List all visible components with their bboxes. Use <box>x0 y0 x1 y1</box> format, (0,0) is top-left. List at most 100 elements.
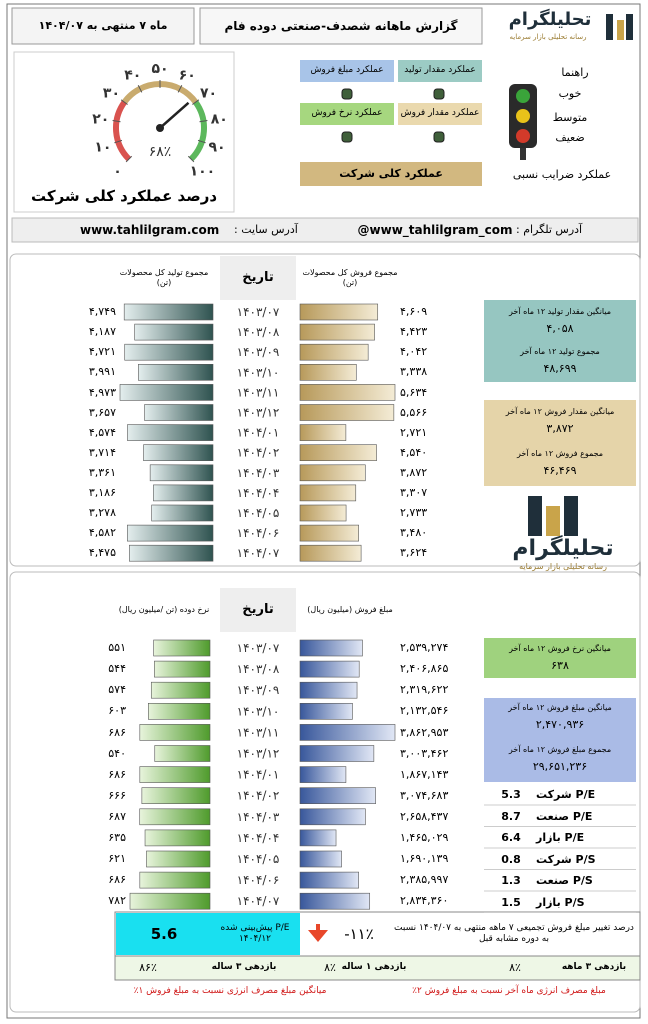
legend-cell <box>398 103 482 125</box>
bar <box>129 544 214 562</box>
bar <box>299 639 363 657</box>
bar <box>299 504 347 522</box>
gauge-value: ۶۸٪ <box>149 144 172 160</box>
ratio-label: P/E بازار <box>536 831 585 845</box>
date-cell: ۱۴۰۳/۱۰ <box>237 365 280 379</box>
change-value: -۱۱٪ <box>344 924 374 943</box>
bar <box>299 681 358 699</box>
value-cell: ۶۲۱ <box>108 852 126 866</box>
ratio-value: 1.5 <box>501 895 521 909</box>
legend-level: متوسط <box>552 111 588 125</box>
gauge-tick <box>112 119 121 123</box>
value-cell: ۳,۳۶۱ <box>88 465 116 479</box>
report-title: گزارش ماهانه شصدف-صنعتی دوده فام <box>224 18 458 33</box>
gauge-tick <box>120 99 128 105</box>
ratio-value: 0.8 <box>501 852 521 866</box>
bar <box>299 404 395 421</box>
value-cell: ۴,۰۴۲ <box>400 345 428 359</box>
forecast-label: P/E پیش‌بینی شده ۱۴۰۴/۱۲ <box>220 922 290 944</box>
energy-note: میانگین مبلغ مصرف انرژی نسبت به مبلغ فرو… <box>133 986 327 997</box>
value-cell: ۲,۷۳۳ <box>400 506 428 520</box>
date-cell: ۱۴۰۴/۰۷ <box>237 894 280 908</box>
summary-box <box>484 300 636 382</box>
value-cell: ۵۴۴ <box>108 662 126 676</box>
value-cell: ۶۳۵ <box>108 831 126 845</box>
bar <box>299 850 342 868</box>
gauge-tick <box>137 85 143 93</box>
big-tagline: رسانه تحلیلی بازار سرمایه <box>519 562 607 571</box>
contact-telegram: @www_tahlilgram_com <box>357 222 513 237</box>
summary-label: میانگین مقدار تولید ۱۲ ماه آخر <box>508 307 612 316</box>
section-frame <box>9 571 641 1013</box>
bar <box>129 892 211 910</box>
bar <box>127 424 214 441</box>
gauge-tick-label: ۷۰ <box>200 86 217 102</box>
value-cell: ۲,۶۵۸,۴۳۷ <box>400 809 449 823</box>
value-cell: ۳,۷۱۴ <box>88 445 116 459</box>
date-cell: ۱۴۰۴/۰۳ <box>237 466 280 480</box>
value-cell: ۵۵۱ <box>108 641 126 655</box>
ratio-value: 6.4 <box>501 831 521 845</box>
report-period: ماه ۷ منتهی به ۱۴۰۴/۰۷ <box>38 19 168 33</box>
bar <box>154 660 211 678</box>
value-cell: ۵۷۴ <box>108 683 126 697</box>
legend-ratios: عملکرد ضرایب نسبی <box>512 168 612 182</box>
value-cell: ۱,۶۹۰,۱۳۹ <box>400 852 449 866</box>
overall-bar <box>300 162 482 186</box>
ratio-value: 1.3 <box>501 874 521 888</box>
gauge-arc <box>113 100 132 162</box>
date-cell: ۱۴۰۴/۰۱ <box>237 426 280 440</box>
value-cell: ۶۸۶ <box>108 873 126 887</box>
bar <box>144 404 214 421</box>
value-cell: ۲,۳۱۹,۶۲۲ <box>400 683 449 697</box>
gauge-tick-label: ۴۰ <box>124 68 141 84</box>
ratio-value: 8.7 <box>501 809 521 823</box>
value-cell: ۳,۹۹۱ <box>88 365 116 379</box>
gauge-tick <box>187 155 195 163</box>
value-cell: ۳,۳۳۸ <box>400 365 428 379</box>
date-cell: ۱۴۰۳/۰۸ <box>237 662 280 676</box>
date-cell: ۱۴۰۴/۰۱ <box>237 768 280 782</box>
value-cell: ۳,۶۲۴ <box>400 546 428 560</box>
value-cell: ۲,۵۳۹,۲۷۴ <box>400 641 449 655</box>
bar <box>143 444 214 462</box>
bar <box>299 808 366 826</box>
date-cell: ۱۴۰۴/۰۴ <box>237 831 280 845</box>
bar <box>299 829 337 847</box>
bar <box>299 892 371 910</box>
brand-name: تحلیلگرام <box>508 8 592 30</box>
value-cell: ۳,۸۶۲,۹۵۳ <box>400 725 449 739</box>
bar <box>299 484 357 502</box>
value-cell: ۴,۶۰۹ <box>400 305 428 319</box>
return-value: ۸٪ <box>324 961 336 975</box>
ratio-value: 5.3 <box>501 788 521 802</box>
value-cell: ۴,۱۸۷ <box>88 325 116 339</box>
value-cell: ۴,۹۷۳ <box>88 385 116 399</box>
bar <box>139 766 211 783</box>
ratio-label: P/S صنعت <box>536 874 593 888</box>
value-cell: ۶۶۶ <box>108 788 126 802</box>
legend-title: راهنما <box>561 66 589 80</box>
summary-box <box>484 638 636 678</box>
legend-overall: عملکرد کلی شرکت <box>339 167 443 181</box>
value-cell: ۳,۳۰۷ <box>400 486 428 500</box>
bar <box>299 745 375 762</box>
big-brand: تحلیلگرام <box>512 536 614 562</box>
date-cell: ۱۴۰۳/۱۰ <box>237 704 280 718</box>
summary-value: ۲۹,۶۵۱,۲۳۶ <box>532 760 588 774</box>
bar <box>124 343 214 361</box>
legend-level: ضعیف <box>555 131 585 145</box>
date-cell: ۱۴۰۴/۰۵ <box>237 506 280 520</box>
ratio-label: P/E شرکت <box>536 788 596 802</box>
bar <box>148 702 211 720</box>
date-cell: ۱۴۰۳/۱۲ <box>237 406 280 420</box>
column-header: مجموع فروش کل محصولات (تن) <box>302 268 398 287</box>
forecast-box <box>116 913 300 955</box>
bar <box>299 871 359 889</box>
bar <box>146 850 211 868</box>
value-cell: ۳,۲۷۸ <box>88 506 116 520</box>
value-cell: ۲,۸۳۴,۳۶۰ <box>400 894 449 908</box>
return-value: ۸۶٪ <box>139 961 157 975</box>
summary-value: ۶۳۸ <box>551 659 569 673</box>
summary-label: مجموع مبلغ فروش ۱۲ ماه آخر <box>508 745 612 754</box>
